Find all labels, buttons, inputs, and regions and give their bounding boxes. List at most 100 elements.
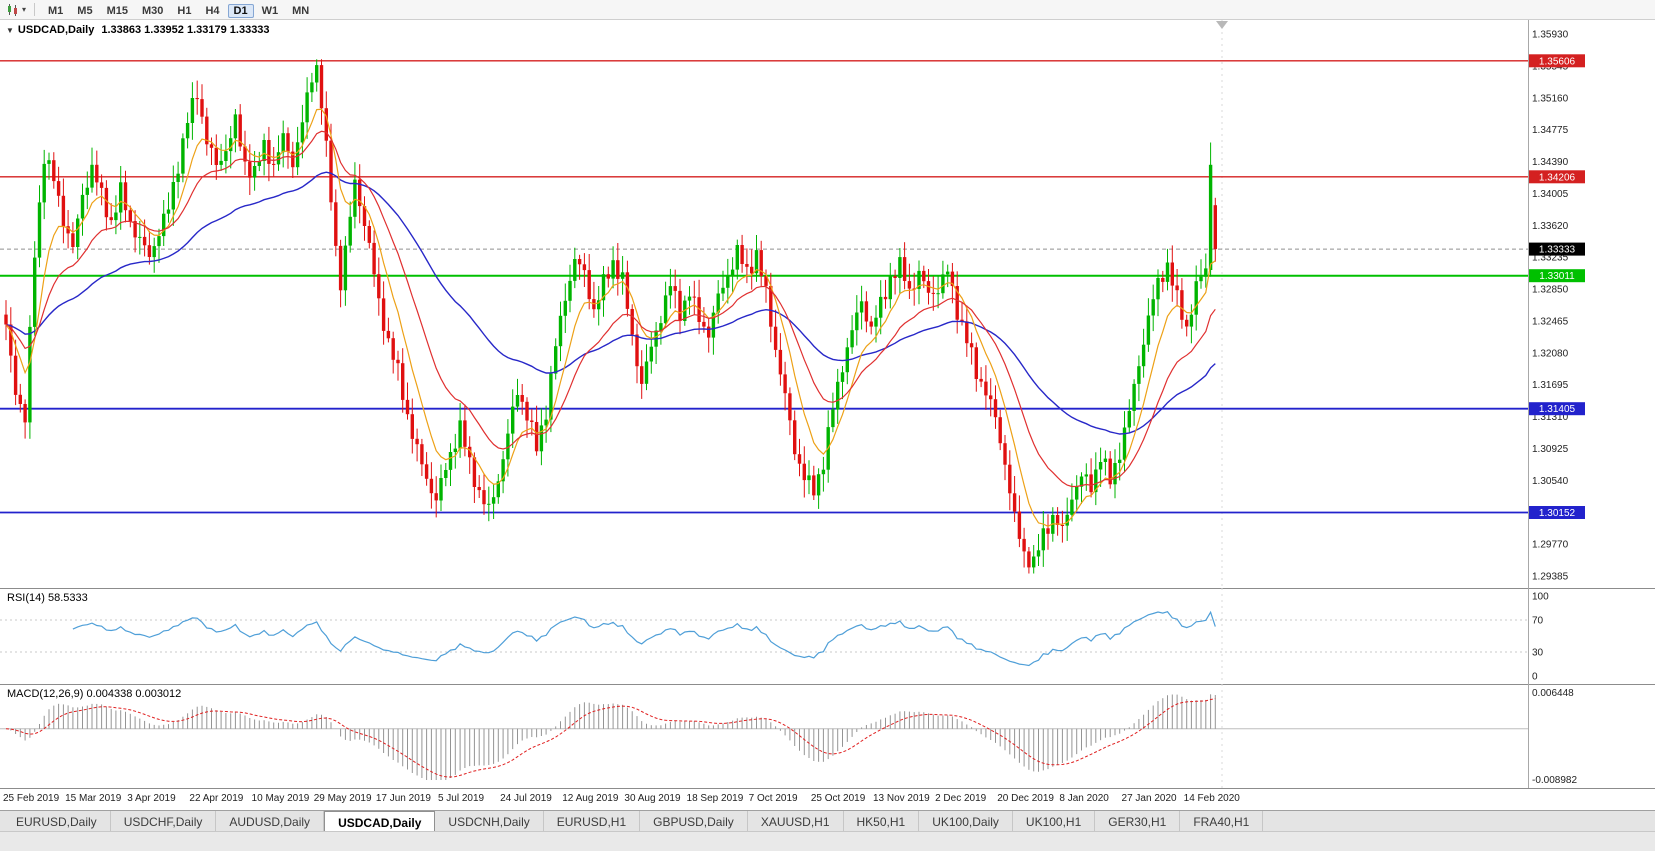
date-label: 17 Jun 2019 — [375, 793, 431, 804]
chevron-down-icon: ▾ — [22, 5, 27, 14]
date-label: 15 Mar 2019 — [65, 793, 122, 804]
timeframe-d1[interactable]: D1 — [227, 3, 254, 18]
level-price-tag-label: 1.34206 — [1539, 172, 1576, 183]
price-tick-label: 1.34390 — [1532, 157, 1569, 168]
date-axis: 25 Feb 2019 15 Mar 2019 3 Apr 2019 22 Apr 2… — [0, 788, 1655, 810]
tab-xauusd-h1[interactable]: XAUUSD,H1 — [747, 811, 844, 831]
price-tick-label: 1.33235 — [1532, 253, 1569, 264]
date-label: 25 Feb 2019 — [3, 793, 60, 804]
toolbar-separator — [34, 3, 36, 16]
price-tick-label: 1.32080 — [1532, 348, 1569, 359]
tab-usdchf-daily[interactable]: USDCHF,Daily — [110, 811, 217, 831]
rsi-tick-label: 30 — [1532, 648, 1544, 659]
rsi-label: RSI(14) 58.5333 — [7, 592, 88, 604]
date-label: 10 May 2019 — [251, 793, 310, 804]
ohlc-values: 1.33863 1.33952 1.33179 1.33333 — [101, 24, 270, 36]
tab-fra40-h1[interactable]: FRA40,H1 — [1180, 811, 1264, 831]
candlestick-glyph — [8, 3, 17, 16]
date-label: 24 Jul 2019 — [500, 793, 552, 804]
rsi-tick-label: 0 — [1532, 672, 1538, 683]
timeframe-h1[interactable]: H1 — [177, 4, 192, 17]
macd-range-bottom-label: -0.008982 — [1532, 775, 1577, 786]
rsi-tick-label: 70 — [1532, 616, 1544, 627]
date-label: 7 Oct 2019 — [748, 793, 798, 804]
level-price-tag — [1529, 402, 1585, 416]
price-tick-label: 1.29770 — [1532, 540, 1569, 551]
timeframe-mn[interactable]: MN — [292, 4, 310, 17]
timeframe-h4[interactable]: H4 — [205, 4, 220, 17]
current-price-tag-label: 1.33333 — [1539, 245, 1576, 256]
rsi-canvas[interactable]: 100 70 30 0 RSI(14) 58.5333 — [0, 588, 1655, 684]
chart-shift-marker[interactable] — [1216, 21, 1228, 29]
level-price-tag-label: 1.31405 — [1539, 404, 1576, 415]
chart-tabs: EURUSD,Daily USDCHF,Daily AUDUSD,Daily USDC… — [0, 810, 1655, 831]
tab-ger30-h1[interactable]: GER30,H1 — [1095, 811, 1181, 831]
timeframe-buttons: M1 M5 M15 M30 H1 H4 D1 W1 MN — [41, 1, 316, 19]
symbol-label: USDCAD,Daily — [17, 24, 95, 36]
macd-histogram — [10, 694, 1216, 780]
level-price-tag — [1529, 506, 1585, 519]
tab-hk50-h1[interactable]: HK50,H1 — [843, 811, 920, 831]
level-price-tag-label: 1.35606 — [1539, 56, 1576, 67]
price-tick-label: 1.34005 — [1532, 189, 1569, 200]
level-price-tag-label: 1.33011 — [1539, 271, 1575, 282]
price-tick-label: 1.34775 — [1532, 125, 1569, 136]
status-bar — [0, 831, 1655, 851]
price-tick-label: 1.35160 — [1532, 93, 1569, 104]
timeframe-m1[interactable]: M1 — [48, 4, 64, 17]
tab-uk100-h1[interactable]: UK100,H1 — [1012, 811, 1096, 831]
date-label: 29 May 2019 — [313, 793, 372, 804]
macd-canvas[interactable]: 0.006448 -0.008982 MACD(12,26,9) 0.004338 … — [0, 684, 1655, 788]
rsi-background[interactable] — [0, 588, 1655, 684]
tab-audusd-daily[interactable]: AUDUSD,Daily — [216, 811, 325, 831]
date-label: 3 Apr 2019 — [127, 793, 176, 804]
price-tick-label: 1.30540 — [1532, 476, 1569, 487]
price-chart-canvas[interactable]: 1.359301.355451.351601.347751.343901.340… — [0, 20, 1655, 588]
date-label: 22 Apr 2019 — [189, 793, 244, 804]
macd-signal-line — [5, 698, 1216, 778]
price-tick-label: 1.29385 — [1532, 572, 1569, 583]
rsi-panel[interactable]: 100 70 30 0 RSI(14) 58.5333 — [0, 588, 1655, 684]
level-price-tag — [1529, 54, 1585, 68]
date-label: 12 Aug 2019 — [562, 793, 619, 804]
date-label: 30 Aug 2019 — [624, 793, 681, 804]
level-price-tag — [1529, 170, 1585, 184]
rsi-tick-label: 100 — [1532, 592, 1549, 603]
tab-gbpusd-daily[interactable]: GBPUSD,Daily — [640, 811, 748, 831]
tab-uk100-daily[interactable]: UK100,Daily — [919, 811, 1013, 831]
rsi-line — [72, 610, 1216, 667]
tab-usdcnh-daily[interactable]: USDCNH,Daily — [435, 811, 544, 831]
timeframe-m15[interactable]: M15 — [106, 4, 128, 17]
chart-background[interactable] — [0, 20, 1655, 588]
price-tick-label: 1.35930 — [1532, 30, 1569, 41]
date-label: 14 Feb 2020 — [1183, 793, 1240, 804]
tab-eurusd-daily[interactable]: EURUSD,Daily — [3, 811, 111, 831]
timeframe-w1[interactable]: W1 — [261, 4, 279, 17]
level-price-tag — [1529, 269, 1585, 283]
timeframe-m5[interactable]: M5 — [77, 4, 93, 17]
chart-type-icon[interactable]: ▾ — [6, 3, 26, 17]
price-tick-label: 1.31695 — [1532, 380, 1569, 391]
macd-background[interactable] — [0, 684, 1655, 788]
price-tick-label: 1.32465 — [1532, 316, 1569, 327]
price-tick-label: 1.31310 — [1532, 412, 1569, 423]
date-label: 2 Dec 2019 — [935, 793, 987, 804]
expand-arrow-icon[interactable]: ▼ — [6, 26, 14, 35]
macd-label: MACD(12,26,9) 0.004338 0.003012 — [7, 688, 181, 700]
date-label: 27 Jan 2020 — [1121, 793, 1177, 804]
date-label: 18 Sep 2019 — [686, 793, 744, 804]
level-price-tag-label: 1.30152 — [1539, 508, 1576, 519]
date-label: 25 Oct 2019 — [810, 793, 866, 804]
price-tick-label: 1.33620 — [1532, 221, 1569, 232]
macd-panel[interactable]: 0.006448 -0.008982 MACD(12,26,9) 0.004338 … — [0, 684, 1655, 788]
tab-usdcad-daily[interactable]: USDCAD,Daily — [324, 811, 436, 831]
timeframe-m30[interactable]: M30 — [141, 4, 164, 17]
date-label: 8 Jan 2020 — [1059, 793, 1109, 804]
date-label: 20 Dec 2019 — [997, 793, 1054, 804]
timeframe-toolbar: ▾ M1 M5 M15 M30 H1 H4 D1 W1 MN — [0, 0, 1655, 20]
tab-eurusd-h1[interactable]: EURUSD,H1 — [543, 811, 641, 831]
chart-title: ▼ USDCAD,Daily 1.33863 1.33952 1.33179 1.3… — [6, 24, 270, 36]
price-chart-panel[interactable]: 1.359301.355451.351601.347751.343901.340… — [0, 20, 1655, 588]
date-label: 13 Nov 2019 — [872, 793, 930, 804]
